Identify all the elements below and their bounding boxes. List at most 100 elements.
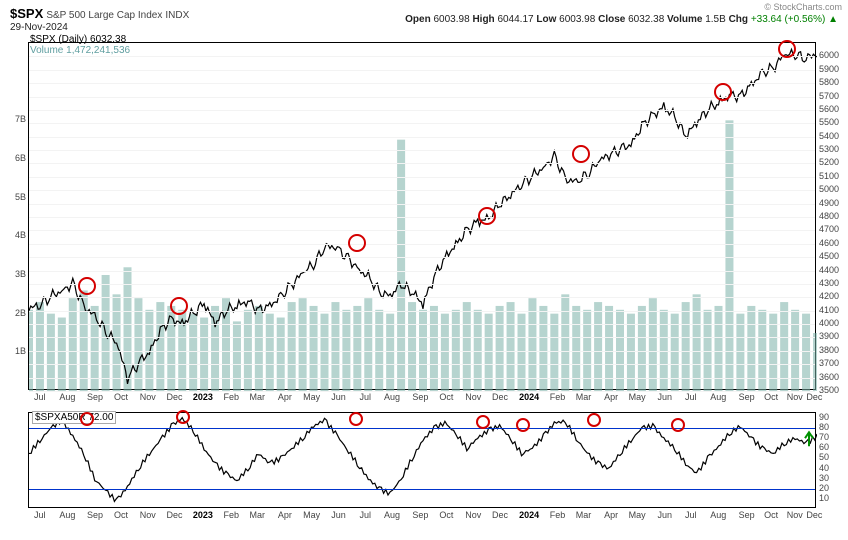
x-axis-label: Oct [764,392,778,402]
price-legend: $SPX (Daily) 6032.38 Volume 1,472,241,53… [30,34,130,56]
x-axis-label: Jul [34,510,46,520]
x-axis-label: Aug [710,392,726,402]
y-indicator-tick: 90 [819,412,829,422]
x-axis-label: Jun [657,392,672,402]
y-volume-tick: 4B [6,230,26,240]
close-value: 6032.38 [628,14,664,25]
indicator-legend-text: $SPXA50R 72.00 [32,411,116,424]
chart-header: $SPX S&P 500 Large Cap Index INDX 29-Nov… [10,6,189,33]
x-axis-label: Feb [224,510,240,520]
x-axis-label: Dec [806,392,822,402]
x-axis-label: May [629,392,646,402]
chg-label: Chg [729,14,748,25]
volume-value: 1.5B [705,14,726,25]
indicator-legend: $SPXA50R 72.00 [32,412,116,423]
close-label: Close [598,14,625,25]
x-axis-label: Jul [359,510,371,520]
y-price-tick: 5400 [819,131,839,141]
x-axis-label: Nov [465,510,481,520]
x-axis-label: Dec [806,510,822,520]
low-value: 6003.98 [559,14,595,25]
y-price-tick: 5600 [819,104,839,114]
annotation-circle [516,418,530,432]
x-axis-label: Oct [439,510,453,520]
volume-label: Volume [667,14,702,25]
y-price-tick: 4200 [819,291,839,301]
x-axis-label: Jun [331,392,346,402]
high-value: 6044.17 [497,14,533,25]
y-indicator-tick: 30 [819,473,829,483]
x-axis-label: Sep [87,392,103,402]
x-axis-label: May [629,510,646,520]
y-price-tick: 5500 [819,117,839,127]
index-name: S&P 500 Large Cap Index [46,10,162,21]
y-price-tick: 4800 [819,211,839,221]
x-axis-label: Apr [278,510,292,520]
x-axis-label: Oct [114,392,128,402]
x-axis-label: Oct [114,510,128,520]
low-label: Low [536,14,556,25]
y-price-tick: 3700 [819,358,839,368]
x-axis-label: Apr [604,510,618,520]
y-price-tick: 3900 [819,331,839,341]
exchange-name: INDX [165,10,189,21]
y-volume-tick: 7B [6,114,26,124]
x-axis-label: Nov [140,510,156,520]
y-price-tick: 4100 [819,305,839,315]
annotation-circle [348,234,366,252]
x-axis-label: Dec [492,510,508,520]
as-of-date: 29-Nov-2024 [10,22,68,33]
annotation-circle [349,412,363,426]
watermark-text: © StockCharts.com [764,2,842,12]
x-axis-label: 2023 [193,510,213,520]
y-volume-tick: 5B [6,192,26,202]
y-price-tick: 5700 [819,91,839,101]
x-axis-label: 2024 [519,392,539,402]
x-axis-label: Aug [710,510,726,520]
price-legend-text: $SPX (Daily) 6032.38 [30,34,126,45]
y-price-tick: 4400 [819,265,839,275]
y-price-tick: 4600 [819,238,839,248]
y-price-tick: 3600 [819,372,839,382]
chg-value: +33.64 (+0.56%) [751,14,826,25]
x-axis-label: Nov [787,392,803,402]
indicator-chart-panel [28,412,816,508]
ticker-symbol: $SPX [10,6,43,21]
x-axis-label: Feb [224,392,240,402]
y-price-tick: 5300 [819,144,839,154]
x-axis-label: Mar [576,510,592,520]
x-axis-label: 2024 [519,510,539,520]
y-volume-tick: 6B [6,153,26,163]
x-axis-label: Nov [787,510,803,520]
x-axis-label: Jul [359,392,371,402]
high-label: High [472,14,494,25]
y-volume-tick: 2B [6,308,26,318]
threshold-line [29,428,815,429]
ohlc-panel: Open 6003.98 High 6044.17 Low 6003.98 Cl… [405,14,838,25]
x-axis-label: Mar [576,392,592,402]
x-axis-label: Mar [250,392,266,402]
annotation-circle [478,207,496,225]
annotation-circle [572,145,590,163]
x-axis-label: Jul [34,392,46,402]
x-axis-label: Sep [412,392,428,402]
threshold-line [29,489,815,490]
y-price-tick: 4000 [819,318,839,328]
x-axis-label: Apr [278,392,292,402]
y-volume-tick: 1B [6,346,26,356]
y-price-tick: 5800 [819,77,839,87]
x-axis-label: May [303,510,320,520]
y-volume-tick: 3B [6,269,26,279]
y-price-tick: 5200 [819,157,839,167]
x-axis-label: Nov [140,392,156,402]
x-axis-label: Sep [412,510,428,520]
x-axis-label: Feb [550,392,566,402]
x-axis-label: Dec [167,392,183,402]
x-axis-label: 2023 [193,392,213,402]
y-price-tick: 4500 [819,251,839,261]
volume-legend-text: Volume 1,472,241,536 [30,45,130,56]
y-price-tick: 4700 [819,224,839,234]
x-axis-label: Mar [250,510,266,520]
y-price-tick: 4300 [819,278,839,288]
x-axis-label: Jun [657,510,672,520]
